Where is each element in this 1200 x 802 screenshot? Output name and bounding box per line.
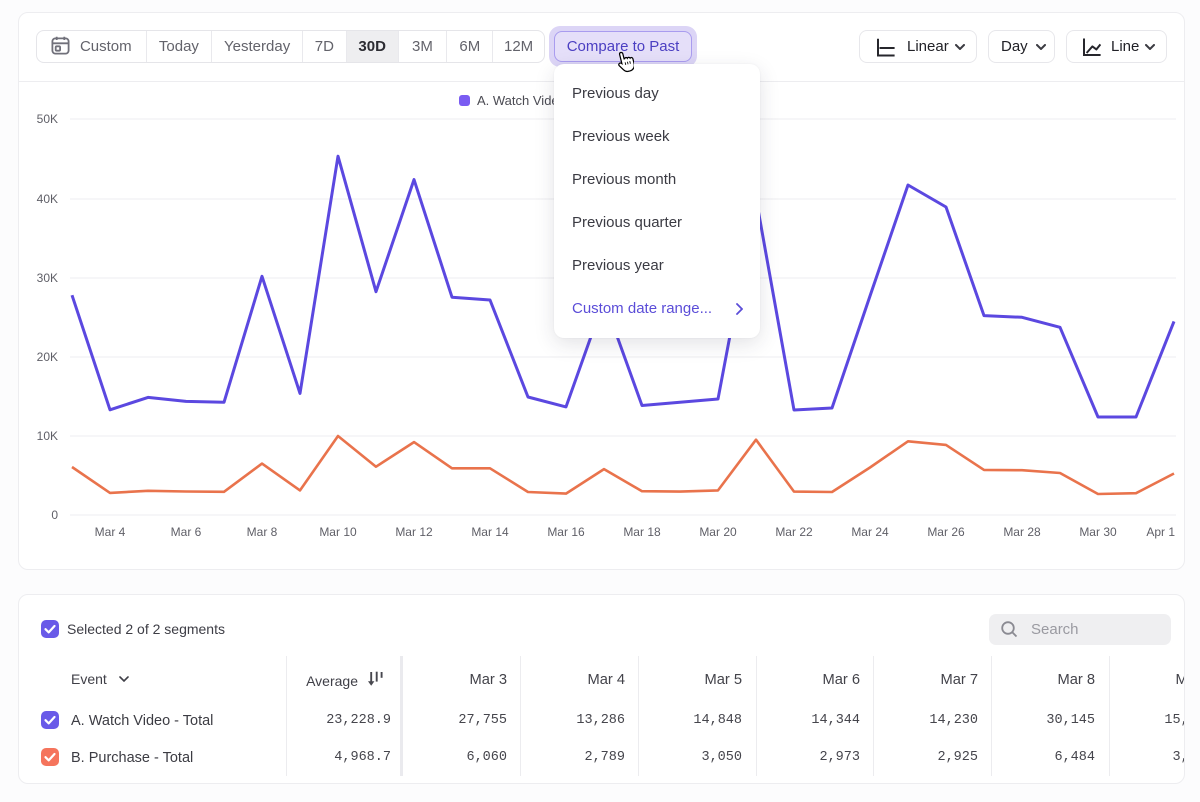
svg-text:Mar 6: Mar 6 (171, 525, 202, 539)
svg-text:Apr 1: Apr 1 (1146, 525, 1175, 539)
svg-text:0: 0 (51, 508, 58, 522)
svg-text:Mar 18: Mar 18 (623, 525, 661, 539)
svg-text:Mar 8: Mar 8 (247, 525, 278, 539)
svg-text:Mar 30: Mar 30 (1079, 525, 1117, 539)
svg-text:40K: 40K (37, 192, 58, 206)
svg-text:Mar 16: Mar 16 (547, 525, 585, 539)
svg-text:Mar 10: Mar 10 (319, 525, 357, 539)
svg-text:30K: 30K (37, 271, 58, 285)
svg-text:Mar 14: Mar 14 (471, 525, 509, 539)
svg-text:Mar 20: Mar 20 (699, 525, 737, 539)
svg-text:20K: 20K (37, 350, 58, 364)
svg-text:50K: 50K (37, 112, 58, 126)
svg-text:Mar 26: Mar 26 (927, 525, 965, 539)
svg-text:Mar 12: Mar 12 (395, 525, 433, 539)
svg-text:Mar 24: Mar 24 (851, 525, 889, 539)
svg-text:Mar 28: Mar 28 (1003, 525, 1041, 539)
svg-text:Mar 22: Mar 22 (775, 525, 813, 539)
svg-text:Mar 4: Mar 4 (95, 525, 126, 539)
svg-text:10K: 10K (37, 429, 58, 443)
